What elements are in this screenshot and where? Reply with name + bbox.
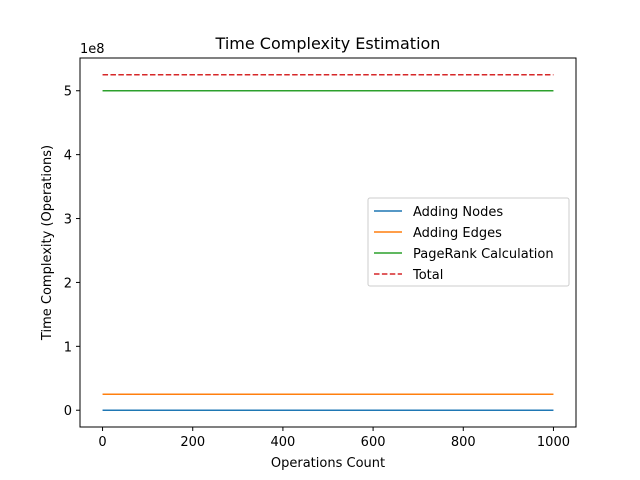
y-axis: 0 1 2 3 4 5: [64, 85, 80, 419]
y-tick-label: 5: [64, 85, 72, 100]
legend: Adding Nodes Adding Edges PageRank Calcula…: [367, 197, 570, 287]
x-tick-label: 400: [270, 435, 295, 450]
x-tick-label: 600: [361, 435, 386, 450]
x-tick-label: 800: [451, 435, 476, 450]
x-axis-label: Operations Count: [271, 456, 385, 471]
y-tick-label: 2: [64, 276, 72, 291]
legend-label-total: Total: [412, 268, 443, 283]
y-axis-label: Time Complexity (Operations): [40, 145, 55, 341]
y-tick-label: 1: [64, 340, 72, 355]
y-offset-label: 1e8: [80, 42, 105, 57]
plot-area: [102, 74, 554, 411]
legend-label-pagerank-calculation: PageRank Calculation: [413, 247, 554, 262]
x-tick-label: 1000: [537, 435, 570, 450]
y-tick-label: 3: [64, 213, 72, 228]
x-tick-label: 200: [180, 435, 205, 450]
y-tick-label: 0: [64, 404, 72, 419]
chart-title: Time Complexity Estimation: [215, 34, 441, 53]
plot-frame: [79, 57, 577, 428]
x-axis: 0 200 400 600 800 1000: [98, 427, 570, 450]
y-tick-label: 4: [64, 149, 72, 164]
legend-label-adding-edges: Adding Edges: [413, 226, 502, 241]
legend-box: [367, 197, 570, 287]
x-tick-label: 0: [98, 435, 106, 450]
legend-label-adding-nodes: Adding Nodes: [413, 205, 503, 220]
